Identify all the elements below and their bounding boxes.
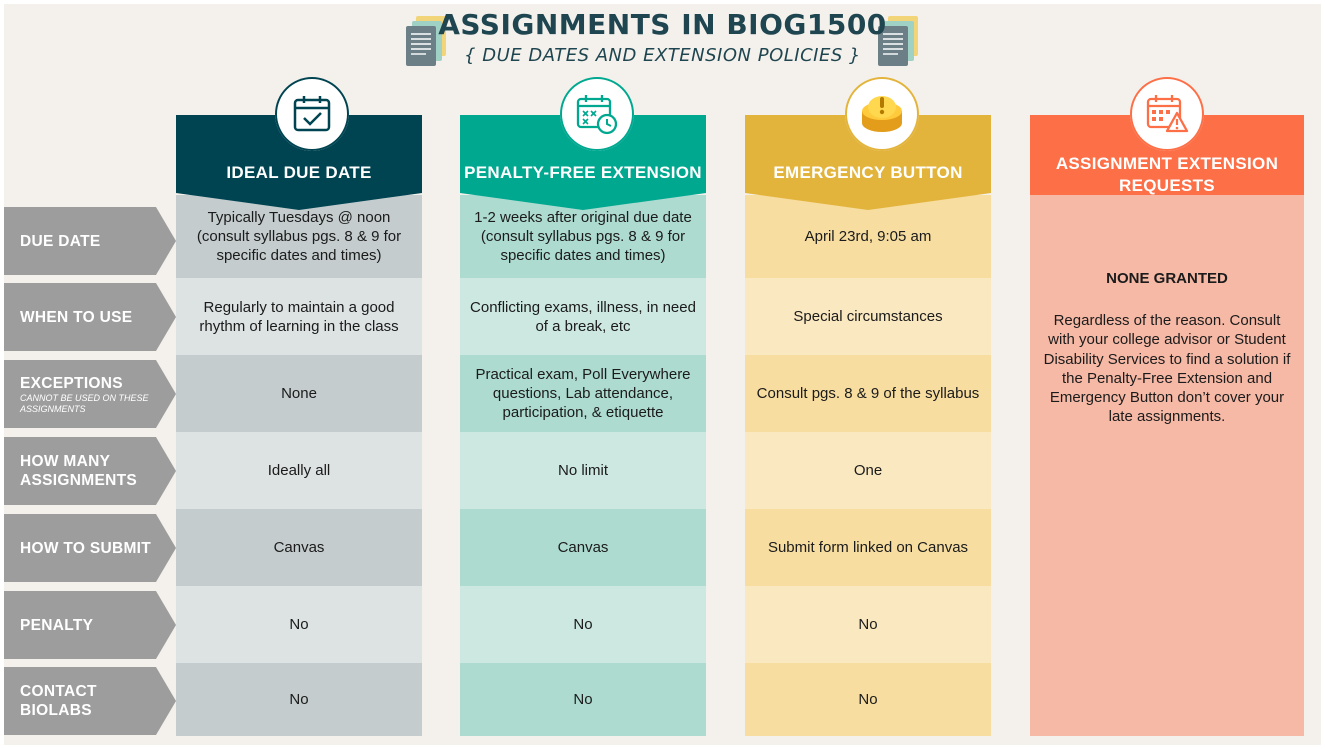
column-penalty-free-extension: 1-2 weeks after original due date (consu… [460,115,706,736]
row-label-text: DUE DATE [20,232,101,250]
requests-none-granted: NONE GRANTED [1106,270,1228,287]
row-label-due-date: DUE DATE [4,207,176,275]
cell-when-to-use: Conflicting exams, illness, in need of a… [460,278,706,355]
column-ideal-due-date: Typically Tuesdays @ noon (consult sylla… [176,115,422,736]
column-header-label: ASSIGNMENT EXTENSION REQUESTS [1055,154,1279,195]
row-label-text: EXCEPTIONS [20,374,123,392]
row-label-when-to-use: WHEN TO USE [4,283,176,351]
row-label-how-to-submit: HOW TO SUBMIT [4,514,176,582]
cell-how-to-submit: Submit form linked on Canvas [745,509,991,586]
calendar-check-icon [275,77,349,151]
cell-contact-biolabs: No [460,663,706,736]
cell-penalty: No [460,586,706,663]
cell-contact-biolabs: No [176,663,422,736]
column-header-label: EMERGENCY BUTTON [773,163,963,182]
column-header-shape [460,115,706,210]
calendar-warning-icon [1130,77,1204,151]
row-label-text: CONTACT BIOLABS [20,683,97,719]
row-label-text: HOW MANY ASSIGNMENTS [20,453,137,489]
document-stack-icon-right [878,16,922,70]
cell-when-to-use: Special circumstances [745,278,991,355]
cell-how-many: Ideally all [176,432,422,509]
row-label-exceptions: EXCEPTIONS CANNOT BE USED ON THESE ASSIG… [4,360,176,428]
row-label-text: WHEN TO USE [20,308,133,326]
column-header-label: IDEAL DUE DATE [226,163,372,182]
cell-how-many: No limit [460,432,706,509]
cell-how-to-submit: Canvas [176,509,422,586]
cell-contact-biolabs: No [745,663,991,736]
cell-exceptions: Practical exam, Poll Everywhere question… [460,355,706,432]
row-label-text: PENALTY [20,616,94,634]
column-extension-requests: ASSIGNMENT EXTENSION REQUESTS NONE GRANT… [1030,115,1304,736]
cell-exceptions: None [176,355,422,432]
row-label-text: HOW TO SUBMIT [20,539,152,557]
emergency-button-icon [845,77,919,151]
cell-exceptions: Consult pgs. 8 & 9 of the syllabus [745,355,991,432]
cell-due-date: Typically Tuesdays @ noon (consult sylla… [176,195,422,278]
row-label-penalty: PENALTY [4,591,176,659]
column-emergency-button: April 23rd, 9:05 am Special circumstance… [745,115,991,736]
column-header-shape [745,115,991,210]
calendar-clock-icon [560,77,634,151]
row-label-subtext: CANNOT BE USED ON THESE ASSIGNMENTS [20,392,149,414]
cell-penalty: No [176,586,422,663]
cell-penalty: No [745,586,991,663]
requests-body-text: Regardless of the reason. Consult with y… [1043,312,1291,426]
row-label-contact-biolabs: CONTACT BIOLABS [4,667,176,735]
column-header-shape [176,115,422,210]
cell-how-many: One [745,432,991,509]
row-label-how-many: HOW MANY ASSIGNMENTS [4,437,176,505]
cell-how-to-submit: Canvas [460,509,706,586]
column-header-label: PENALTY-FREE EXTENSION [464,163,702,182]
cell-when-to-use: Regularly to maintain a good rhythm of l… [176,278,422,355]
page-title: ASSIGNMENTS IN BIOG1500 [438,8,887,41]
document-stack-icon-left [406,16,450,70]
page-subtitle: { DUE DATES AND EXTENSION POLICIES } [464,45,861,66]
